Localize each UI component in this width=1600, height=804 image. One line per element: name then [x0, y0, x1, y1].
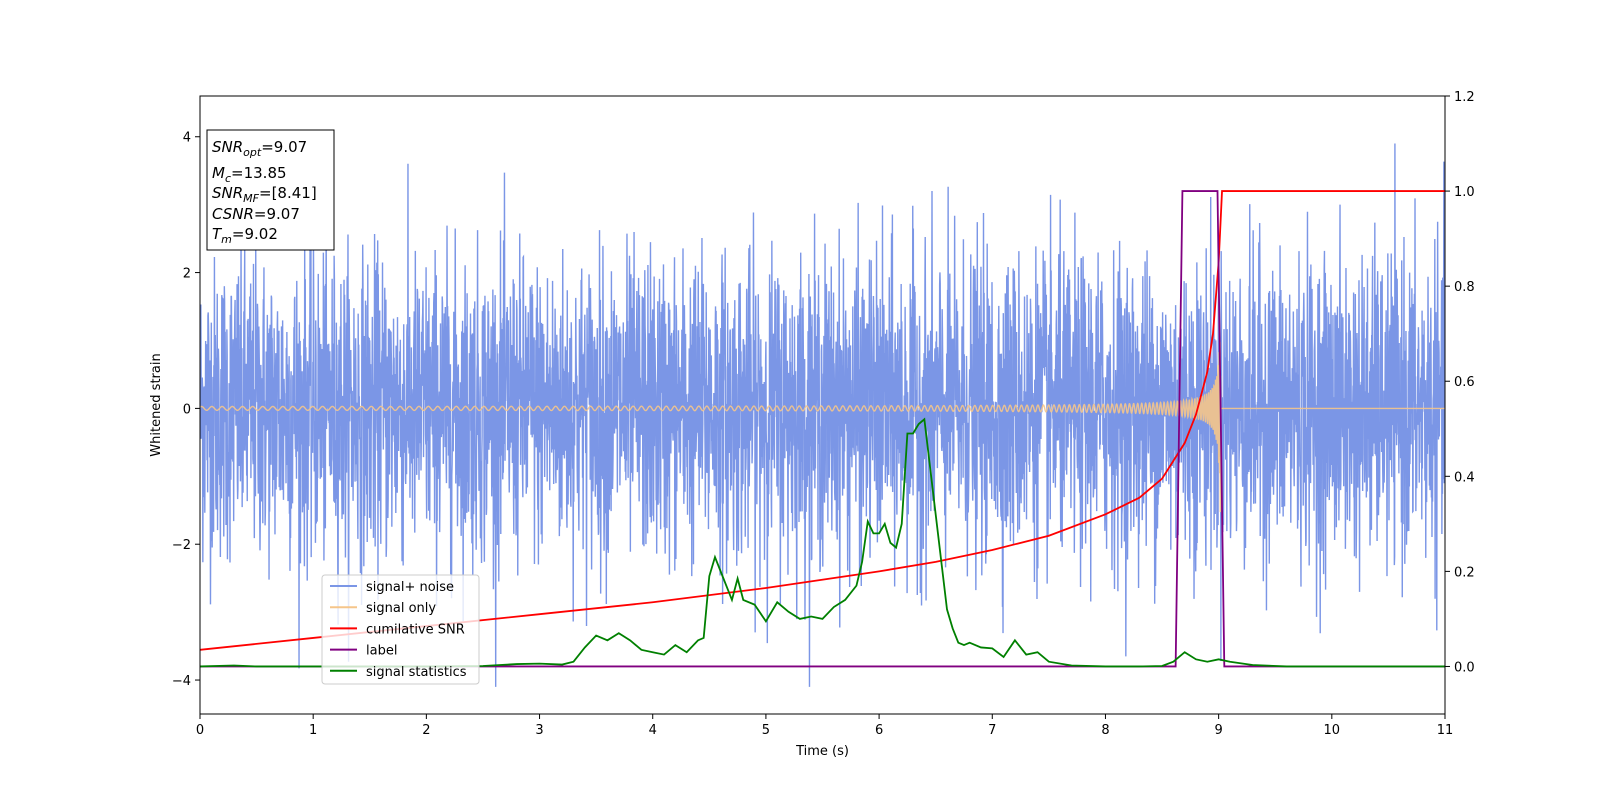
legend-label: signal only: [366, 601, 436, 616]
y2-tick-label: 1.2: [1454, 90, 1475, 105]
legend: signal+ noise signal only cumilative SNR la…: [321, 574, 480, 685]
x-tick-label: 3: [535, 723, 543, 738]
y-tick-label: −4: [172, 674, 191, 689]
y-tick-label: 0: [183, 402, 191, 417]
series-signal-only-line: [200, 341, 1445, 513]
x-tick-label: 10: [1324, 723, 1341, 738]
y2-tick-label: 1.0: [1454, 185, 1475, 200]
legend-item-label: label: [330, 644, 397, 659]
legend-label: signal statistics: [366, 665, 467, 680]
x-tick-label: 9: [1214, 723, 1222, 738]
y-tick-label: 4: [183, 131, 191, 146]
x-tick-label: 2: [422, 723, 430, 738]
y2-tick-label: 0.8: [1454, 280, 1475, 295]
series-signal-statistics-line: [200, 417, 1445, 668]
info-line: SNRMF=[8.41]: [212, 184, 317, 205]
legend-item-signal-only: signal only: [330, 601, 436, 616]
y-axis-label: Whitened strain: [149, 353, 164, 456]
x-tick-label: 0: [196, 723, 204, 738]
y-tick-label: −2: [172, 538, 191, 553]
info-box-frame: [206, 129, 335, 251]
legend-item-signal-statistics: signal statistics: [330, 665, 467, 680]
info-line: Tm=9.02: [212, 225, 278, 246]
info-box: SNRopt=9.07 Mc=13.85SNRMF=[8.41]CSNR=9.07…: [206, 129, 335, 251]
y2-tick-label: 0.6: [1454, 375, 1475, 390]
series-label-line: [200, 190, 1445, 668]
x-axis-label: Time (s): [795, 744, 849, 759]
x-tick-label: 7: [988, 723, 996, 738]
legend-item-cumulative-snr: cumilative SNR: [330, 622, 465, 637]
legend-label: label: [366, 644, 397, 659]
x-tick-label: 4: [649, 723, 657, 738]
x-axis: 0 1 2 3 4 5 6 7 8 9 10 11: [196, 714, 1453, 738]
info-line: CSNR=9.07: [212, 205, 300, 223]
x-tick-label: 1: [309, 723, 317, 738]
series-cumulative-snr-line: [200, 190, 1445, 651]
y-tick-label: 2: [183, 267, 191, 282]
legend-label: cumilative SNR: [366, 622, 465, 637]
plot-area: [200, 143, 1445, 687]
legend-label: signal+ noise: [366, 580, 454, 595]
info-line: Mc=13.85: [212, 164, 287, 185]
legend-item-signal-noise: signal+ noise: [330, 580, 454, 595]
x-tick-label: 6: [875, 723, 883, 738]
legend-frame: [321, 574, 480, 685]
y2-tick-label: 0.4: [1454, 470, 1475, 485]
y2-tick-label: 0.0: [1454, 660, 1475, 675]
y-axis-right: 0.0 0.2 0.4 0.6 0.8 1.0 1.2: [1445, 90, 1475, 675]
x-tick-label: 5: [762, 723, 770, 738]
axes-frame: [199, 95, 1446, 715]
info-line: SNRopt=9.07: [212, 138, 307, 159]
x-tick-label: 11: [1437, 723, 1454, 738]
x-tick-label: 8: [1101, 723, 1109, 738]
series-signal-noise-line: [200, 143, 1445, 687]
y2-tick-label: 0.2: [1454, 565, 1475, 580]
y-axis-left: −4 −2 0 2 4: [172, 131, 200, 689]
